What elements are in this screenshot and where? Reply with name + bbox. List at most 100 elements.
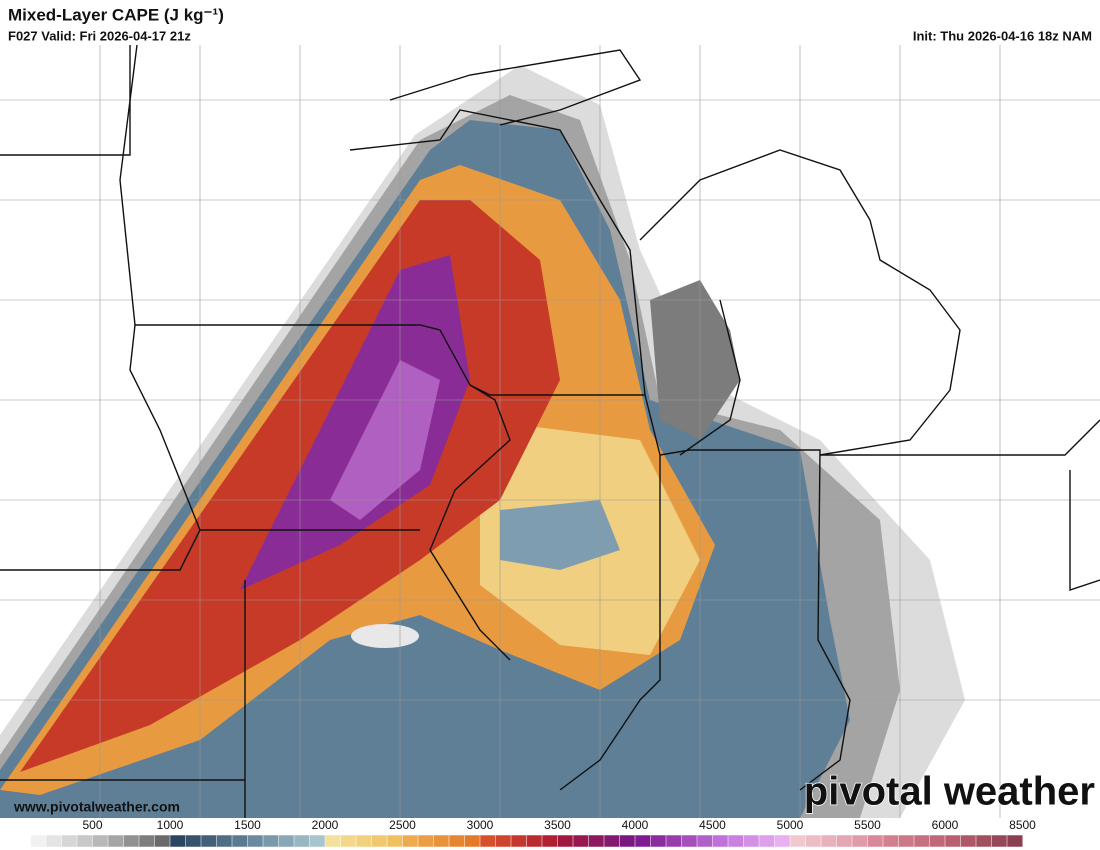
county-lines — [0, 45, 1100, 818]
colorbar-tick-label: 500 — [82, 818, 102, 832]
colorbar-swatch — [92, 834, 109, 848]
website: www.pivotalweather.com — [13, 799, 180, 815]
colorbar-swatch — [138, 834, 156, 848]
colorbar: 500 1000 1500 2000 2500 3000 3500 4000 4500 5000 5… — [14, 818, 1036, 848]
state-lines — [0, 44, 1100, 818]
colorbar-swatch — [448, 834, 466, 848]
colorbar-tick-label: 4000 — [622, 818, 649, 832]
colorbar-swatch — [200, 834, 218, 848]
colorbar-swatch — [541, 834, 559, 848]
state-line — [119, 44, 511, 661]
colorbar-swatch — [402, 834, 419, 848]
colorbar-swatch — [123, 834, 140, 848]
cape-blue-patch — [500, 500, 620, 570]
colorbar-swatch — [789, 834, 807, 848]
colorbar-swatch — [696, 834, 714, 848]
colorbar-swatch — [371, 834, 388, 848]
colorbar-swatch — [557, 834, 574, 848]
colorbar-swatch — [727, 834, 745, 848]
colorbar-swatch — [991, 834, 1008, 848]
colorbar-swatch — [433, 834, 450, 848]
colorbar-tick-label: 1000 — [157, 818, 184, 832]
colorbar-swatch — [588, 834, 605, 848]
colorbar-swatch — [867, 834, 884, 848]
colorbar-tick-label: 2000 — [312, 818, 339, 832]
state-line — [659, 449, 851, 791]
colorbar-tick-label: 8500 — [1009, 818, 1036, 832]
colorbar-swatch — [45, 834, 63, 848]
state-line — [0, 580, 246, 818]
colorbar-swatch — [30, 834, 47, 848]
cape-purple — [240, 255, 470, 590]
colorbar-swatch — [650, 834, 667, 848]
colorbar-tick-label: 3500 — [544, 818, 571, 832]
colorbar-swatch — [293, 834, 311, 848]
colorbar-swatch — [619, 834, 636, 848]
colorbar-swatch — [417, 834, 435, 848]
colorbar-tick-label: 2500 — [389, 818, 416, 832]
colorbar-swatch — [712, 834, 729, 848]
colorbar-swatch — [960, 834, 977, 848]
colorbar-swatch — [851, 834, 869, 848]
state-line — [129, 324, 201, 531]
colorbar-swatch — [355, 834, 373, 848]
colorbar-swatch — [169, 834, 187, 848]
colorbar-tick-label: 1500 — [234, 818, 261, 832]
colorbar-swatch — [510, 834, 528, 848]
colorbar-swatch — [61, 834, 78, 848]
coastline — [639, 149, 961, 456]
colorbar-swatch — [805, 834, 822, 848]
colorbar-swatch — [634, 834, 652, 848]
colorbar-swatch — [231, 834, 249, 848]
colorbar-swatch — [76, 834, 94, 848]
coastline — [679, 299, 741, 456]
colorbar-swatch — [324, 834, 342, 848]
colorbar-swatch — [14, 834, 32, 848]
colorbar-swatch — [278, 834, 295, 848]
colorbar-swatch — [386, 834, 404, 848]
colorbar-swatch — [913, 834, 931, 848]
colorbar-swatch — [340, 834, 357, 848]
colorbar-tick-label: 5000 — [777, 818, 804, 832]
colorbar-swatch — [572, 834, 590, 848]
colorbar-tick-label: 5500 — [854, 818, 881, 832]
colorbar-swatch — [975, 834, 993, 848]
colorbar-swatch — [665, 834, 683, 848]
colorbar-swatch — [882, 834, 900, 848]
colorbar-swatch — [309, 834, 326, 848]
colorbar-swatch — [107, 834, 125, 848]
colorbar-swatch — [1006, 834, 1024, 848]
colorbar-tick-label: 4500 — [699, 818, 726, 832]
state-line — [0, 529, 420, 571]
logo: pivotal weather — [804, 770, 1095, 814]
colorbar-swatch — [758, 834, 776, 848]
state-line — [820, 419, 1100, 591]
colorbar-tick-label: 6000 — [932, 818, 959, 832]
colorbar-swatch — [944, 834, 962, 848]
colorbar-swatch — [743, 834, 760, 848]
header-bar — [0, 0, 1100, 45]
state-line — [349, 109, 646, 396]
state-line — [0, 45, 131, 156]
colorbar-swatch — [154, 834, 171, 848]
cape-low-spot — [351, 624, 419, 648]
colorbar-swatch — [836, 834, 853, 848]
colorbar-swatch — [247, 834, 264, 848]
map-field — [0, 65, 965, 818]
colorbar-swatch — [464, 834, 481, 848]
colorbar-swatch — [603, 834, 621, 848]
county-grid — [0, 45, 1100, 818]
colorbar-swatch — [898, 834, 915, 848]
map-title: Mixed-Layer CAPE (J kg⁻¹) — [8, 5, 224, 24]
valid-time: F027 Valid: Fri 2026-04-17 21z — [8, 28, 191, 43]
init-time: Init: Thu 2026-04-16 18z NAM — [913, 28, 1092, 43]
coastline — [389, 49, 642, 126]
colorbar-swatch — [820, 834, 838, 848]
colorbar-swatch — [262, 834, 280, 848]
colorbar-tick-label: 3000 — [467, 818, 494, 832]
colorbar-swatch — [774, 834, 791, 848]
state-line — [469, 384, 661, 791]
colorbar-swatch — [185, 834, 202, 848]
